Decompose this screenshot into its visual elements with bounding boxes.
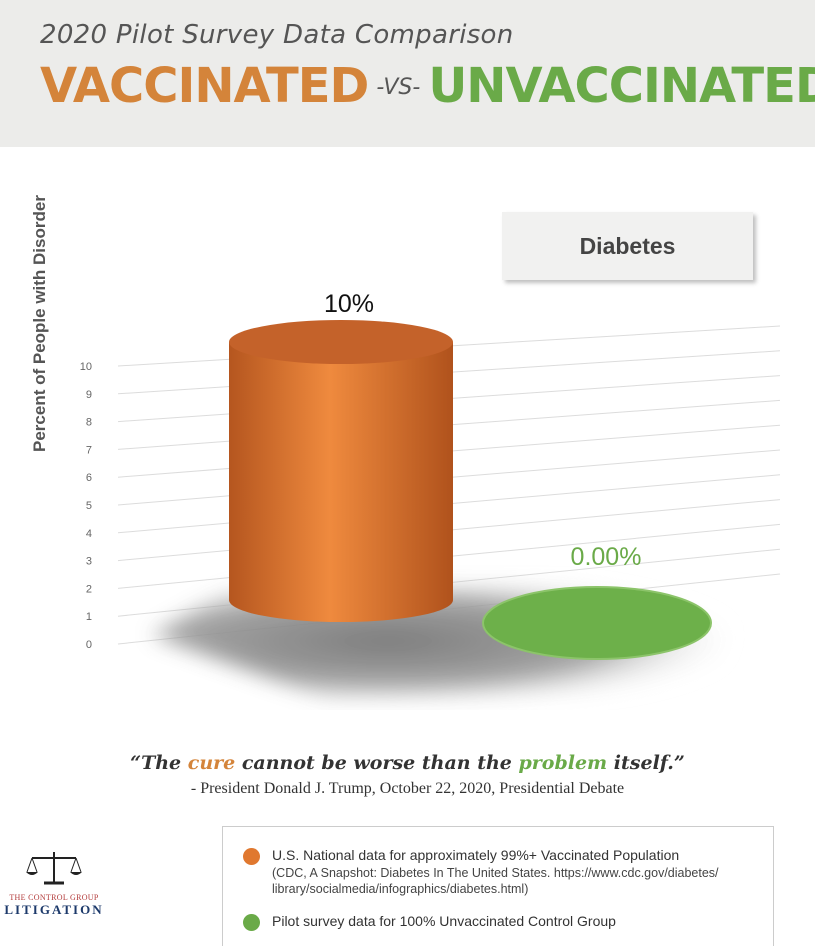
y-tick-label-5: 5 bbox=[86, 500, 92, 512]
y-tick-label-7: 7 bbox=[86, 444, 92, 456]
header-subtitle: 2020 Pilot Survey Data Comparison bbox=[40, 20, 514, 50]
y-tick-label-10: 10 bbox=[80, 361, 92, 373]
y-tick-label-6: 6 bbox=[86, 472, 92, 484]
quote-cure: cure bbox=[187, 752, 236, 774]
data-label-vaccinated: 10% bbox=[324, 290, 374, 318]
bar-vaccinated bbox=[229, 320, 453, 622]
legend-dot-orange bbox=[243, 848, 260, 865]
logo: THE CONTROL GROUP LITIGATION bbox=[4, 850, 104, 918]
legend-item-unvaccinated: Pilot survey data for 100% Unvaccinated … bbox=[243, 913, 616, 931]
quote-attribution: - President Donald J. Trump, October 22,… bbox=[190, 780, 625, 797]
y-axis-label: Percent of People with Disorder bbox=[30, 195, 49, 452]
bar-vaccinated-body bbox=[229, 342, 453, 622]
bars-layer bbox=[229, 320, 712, 660]
scales-icon bbox=[26, 852, 82, 885]
legend-item1-source-1: (CDC, A Snapshot: Diabetes In The United… bbox=[272, 866, 719, 880]
bar-chart: 0 1 2 3 4 5 6 7 8 9 10 10% 0.00% bbox=[80, 290, 781, 700]
y-tick-label-9: 9 bbox=[86, 389, 92, 401]
chart-title: Diabetes bbox=[579, 232, 676, 259]
header-banner: 2020 Pilot Survey Data Comparison VACCIN… bbox=[0, 0, 815, 147]
logo-top-text: THE CONTROL GROUP bbox=[9, 893, 99, 902]
bar-unvaccinated bbox=[482, 586, 712, 660]
title-vs: -VS- bbox=[376, 75, 421, 100]
legend-item1-label: U.S. National data for approximately 99%… bbox=[272, 847, 680, 863]
y-axis-label-wrap: Percent of People with Disorder bbox=[30, 195, 50, 452]
quote: “The cure cannot be worse than the probl… bbox=[0, 752, 815, 774]
y-tick-label-3: 3 bbox=[86, 556, 92, 568]
title-vaccinated: VACCINATED bbox=[40, 58, 369, 114]
y-tick-label-8: 8 bbox=[86, 417, 92, 429]
bar-unvaccinated-disk bbox=[482, 586, 712, 660]
legend: U.S. National data for approximately 99%… bbox=[222, 826, 774, 946]
quote-close: itself.” bbox=[607, 752, 685, 774]
quote-middle: cannot be worse than the bbox=[235, 752, 519, 774]
legend-item2-label: Pilot survey data for 100% Unvaccinated … bbox=[272, 913, 616, 929]
y-tick-label-1: 1 bbox=[86, 611, 92, 623]
labels-layer: 0 1 2 3 4 5 6 7 8 9 10 10% 0.00% bbox=[80, 290, 642, 651]
logo-bottom-text: LITIGATION bbox=[4, 902, 104, 917]
legend-item-vaccinated: U.S. National data for approximately 99%… bbox=[243, 847, 719, 897]
quote-problem: problem bbox=[518, 752, 608, 774]
y-tick-label-2: 2 bbox=[86, 583, 92, 595]
chart-title-box: Diabetes bbox=[502, 212, 753, 280]
bar-vaccinated-top bbox=[229, 320, 453, 364]
quote-open: “The bbox=[130, 752, 188, 774]
header-title: VACCINATED -VS- UNVACCINATED bbox=[40, 58, 815, 118]
legend-dot-green bbox=[243, 914, 260, 931]
title-unvaccinated: UNVACCINATED bbox=[428, 58, 815, 114]
legend-item1-source-2: library/socialmedia/infographics/diabete… bbox=[272, 882, 529, 896]
y-tick-label-4: 4 bbox=[86, 528, 92, 540]
data-label-unvaccinated: 0.00% bbox=[571, 543, 642, 571]
y-tick-label-0: 0 bbox=[86, 639, 92, 651]
